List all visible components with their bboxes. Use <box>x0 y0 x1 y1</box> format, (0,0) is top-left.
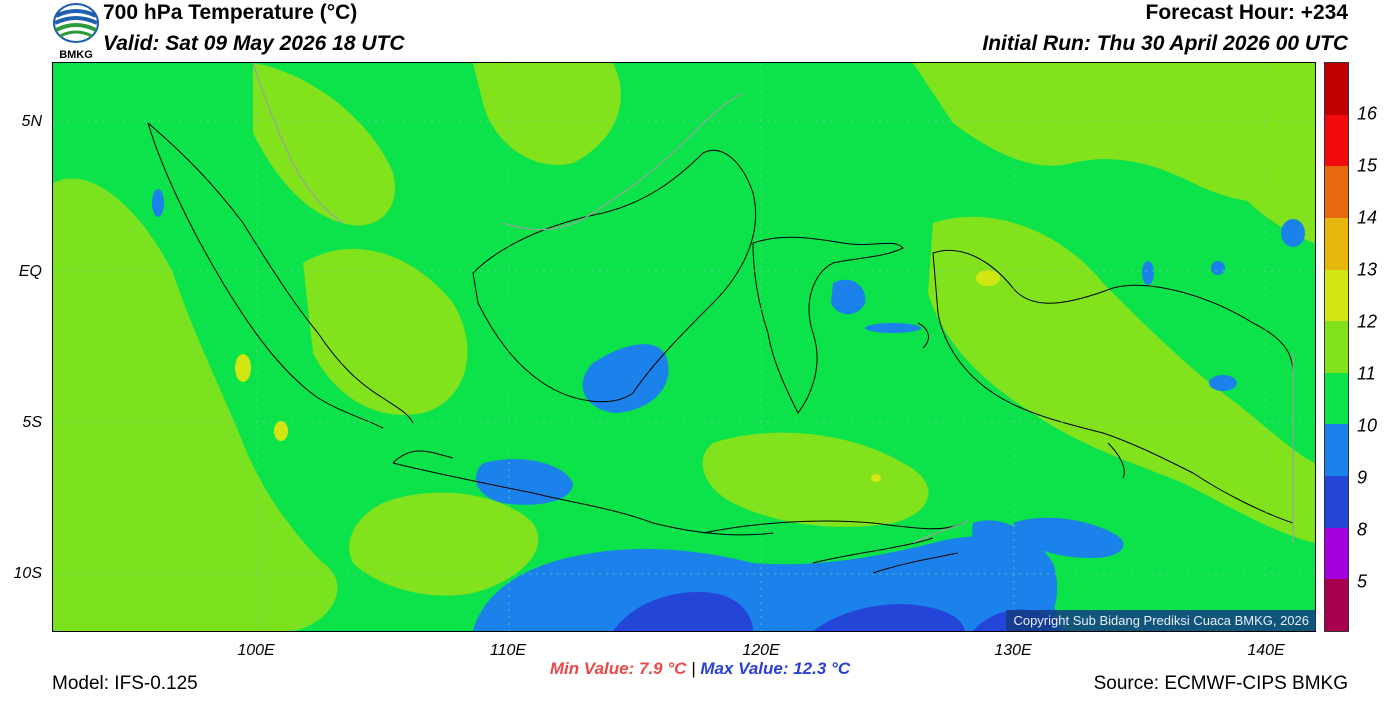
color-scale-segment <box>1325 372 1348 425</box>
max-value: Max Value: 12.3 °C <box>700 659 851 678</box>
scale-label-16: 16 <box>1357 103 1378 124</box>
lon-label-110e: 110E <box>489 642 527 659</box>
scale-label-5: 5 <box>1357 571 1368 592</box>
lat-label-5s: 5S <box>22 414 42 431</box>
color-scale-segment <box>1325 476 1348 528</box>
color-scale-segment <box>1325 424 1348 476</box>
scale-label-9: 9 <box>1357 467 1368 488</box>
color-scale-segment <box>1325 269 1348 322</box>
scale-label-15: 15 <box>1357 155 1378 176</box>
data-source: Source: ECMWF-CIPS BMKG <box>1093 673 1348 694</box>
lon-label-100e: 100E <box>237 642 275 659</box>
valid-time: Valid: Sat 09 May 2026 18 UTC <box>103 32 405 55</box>
map-title: 700 hPa Temperature (°C) <box>103 1 358 24</box>
scale-label-14: 14 <box>1357 207 1378 228</box>
color-scale-segment <box>1325 63 1348 115</box>
scale-label-11: 11 <box>1357 363 1376 384</box>
color-scale-segment <box>1325 114 1348 167</box>
lon-label-140e: 140E <box>1247 642 1285 659</box>
color-scale-segment <box>1325 321 1348 373</box>
color-scale-bar <box>1324 62 1349 632</box>
initial-run: Initial Run: Thu 30 April 2026 00 UTC <box>982 32 1348 55</box>
color-scale-segment <box>1325 527 1348 580</box>
bmkg-logo: BMKG <box>51 2 101 61</box>
lat-label-10s: 10S <box>13 565 42 582</box>
color-scale-segment <box>1325 166 1348 218</box>
copyright-notice: Copyright Sub Bidang Prediksi Cuaca BMKG… <box>1006 610 1316 631</box>
color-scale-segment <box>1325 217 1348 270</box>
lon-label-120e: 120E <box>742 642 780 659</box>
svg-text:BMKG: BMKG <box>59 49 93 60</box>
model-name: Model: IFS-0.125 <box>52 673 198 694</box>
scale-label-12: 12 <box>1357 311 1378 332</box>
scale-label-10: 10 <box>1357 415 1378 436</box>
lat-label-5n: 5N <box>21 113 42 130</box>
lat-label-eq: EQ <box>18 263 42 280</box>
lon-label-130e: 130E <box>994 642 1032 659</box>
min-max-separator: | <box>691 659 696 678</box>
scale-label-13: 13 <box>1357 259 1378 280</box>
min-value: Min Value: 7.9 °C <box>549 659 687 678</box>
forecast-hour: Forecast Hour: +234 <box>1145 1 1349 24</box>
temperature-map <box>52 62 1316 632</box>
scale-label-8: 8 <box>1357 519 1368 540</box>
min-max-summary: Min Value: 7.9 °C | Max Value: 12.3 °C <box>0 659 1400 679</box>
color-scale-segment <box>1325 579 1348 631</box>
